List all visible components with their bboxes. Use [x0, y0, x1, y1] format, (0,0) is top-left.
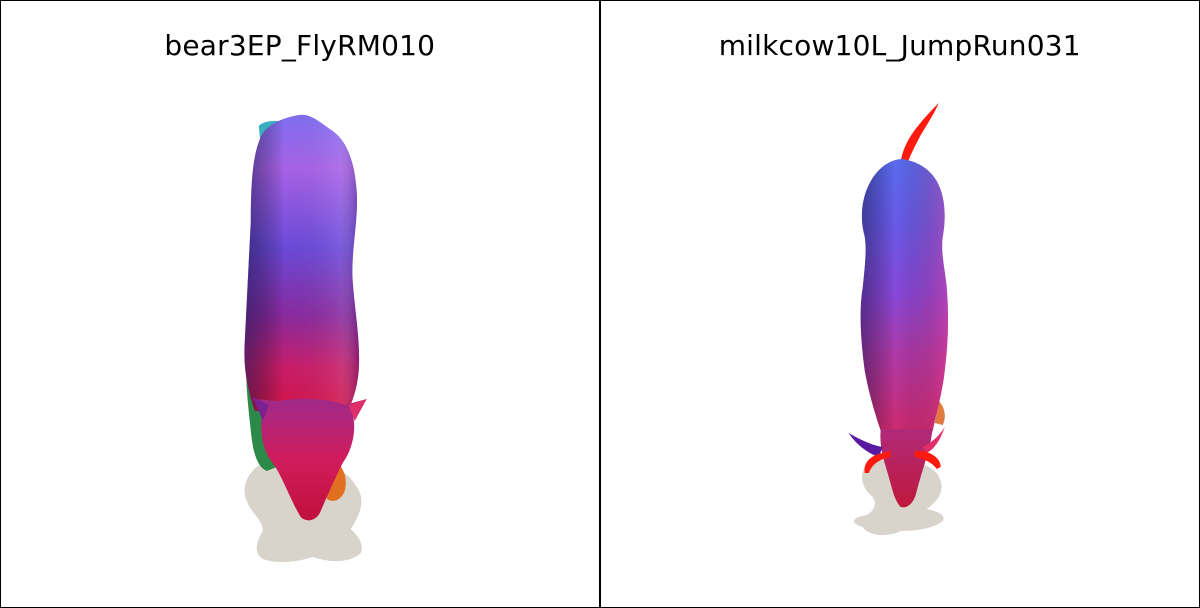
cow-horn-left — [863, 451, 891, 473]
cow-ear-right — [922, 427, 945, 453]
panel-title: milkcow10L_JumpRun031 — [718, 29, 1081, 62]
cow-tail — [900, 103, 939, 167]
render-panel-bear[interactable]: bear3EP_FlyRM010 — [1, 1, 601, 607]
cow-mesh-render — [848, 103, 948, 536]
cow-leg-orange — [934, 401, 945, 425]
bear-ear-left — [252, 397, 269, 421]
panel-title: bear3EP_FlyRM010 — [164, 29, 436, 62]
bear-ear-right — [348, 399, 367, 421]
bear-head — [252, 398, 367, 521]
bear-mesh-render — [244, 114, 367, 563]
cow-head — [879, 429, 933, 508]
render-panel-cow[interactable]: milkcow10L_JumpRun031 — [600, 1, 1199, 607]
cow-horn-right — [914, 451, 941, 469]
cow-ear-left — [848, 433, 883, 457]
